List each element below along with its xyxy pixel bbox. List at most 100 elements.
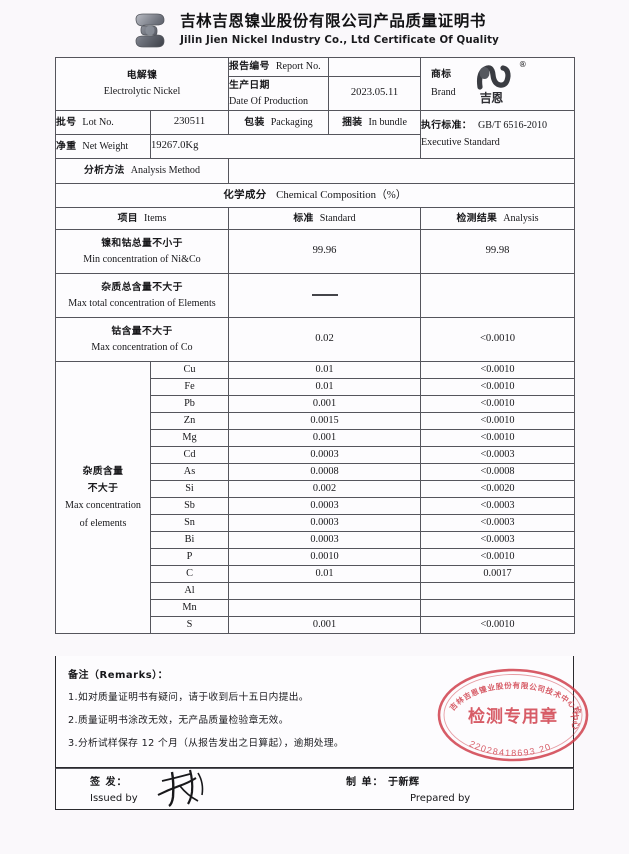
element-analysis: <0.0010 [420, 378, 576, 396]
document-header: 吉林吉恩镍业股份有限公司产品质量证明书 Jilin Jien Nickel In… [0, 6, 629, 54]
major-label-cn-0: 镍和钴总量不小于 [101, 237, 183, 249]
cell-lot-label: 批号 Lot No. [55, 110, 151, 135]
table-row-lot: 批号 Lot No. 230511 包装 Packaging 捆装 [55, 110, 576, 159]
prepared-by-block: 制 单： 于新辉 Prepared by [346, 773, 470, 804]
cell-date-value[interactable]: 2023.05.11 [328, 76, 422, 111]
registered-trademark-icon: ® [518, 60, 527, 69]
element-analysis: <0.0003 [420, 446, 576, 464]
col-standard-en: Standard [319, 212, 356, 224]
date-label-en: Date Of Production [229, 95, 309, 107]
element-name: Cu [149, 361, 230, 379]
cell-net-weight-value[interactable]: 19267.0Kg [149, 134, 422, 159]
dash-placeholder-icon [311, 294, 338, 297]
major-label-cn-1: 杂质总含量不大于 [101, 281, 183, 293]
element-standard: 0.002 [228, 480, 422, 498]
packaging-label-en: Packaging [270, 116, 313, 128]
net-weight-value: 19267.0Kg [151, 140, 199, 152]
cell-major-analysis-1 [420, 273, 576, 318]
composition-band-en: Chemical Composition（%） [276, 189, 407, 202]
col-header-analysis: 检测结果 Analysis [420, 207, 576, 230]
cell-report-no-value[interactable] [328, 57, 422, 77]
cell-executive-standard: 执行标准： GB/T 6516-2010 Executive Standard [420, 110, 576, 159]
col-items-cn: 项目 [117, 212, 138, 224]
col-analysis-cn: 检测结果 [456, 212, 498, 224]
element-standard [228, 599, 422, 617]
col-standard-cn: 标准 [293, 212, 314, 224]
jien-brand-mark-icon [476, 65, 511, 90]
prepared-label-row: 制 单： 于新辉 [346, 773, 470, 788]
brand-label-cn: 商标 [431, 69, 452, 81]
cell-analysis-method-label: 分析方法 Analysis Method [54, 158, 230, 184]
element-standard: 0.0008 [228, 463, 422, 481]
remark-line-1: 1.如对质量证明书有疑问，请于收到后十五日内提出。 [68, 692, 309, 703]
cell-major-analysis-0: 99.98 [420, 229, 576, 274]
table-row-composition-band: 化学成分 Chemical Composition（%） [54, 183, 576, 208]
element-analysis: <0.0010 [420, 361, 576, 379]
major-label-en-0: Min concentration of Ni&Co [83, 253, 201, 265]
document-title-cn: 吉林吉恩镍业股份有限公司产品质量证明书 [180, 12, 486, 31]
cell-major-label-1: 杂质总含量不大于 Max total concentration of Elem… [54, 273, 230, 318]
signature-section: 签 发： Issued by 制 单： 于新辉 Prepared by [55, 768, 574, 810]
report-no-label-en: Report No. [275, 61, 321, 73]
element-analysis: <0.0010 [420, 395, 576, 413]
cell-elements-group-label: 杂质含量 不大于 Max concentration of elements [55, 361, 151, 634]
standard-value: GB/T 6516-2010 [478, 120, 548, 132]
element-name: Sn [149, 514, 230, 532]
cell-analysis-method-value[interactable] [228, 158, 576, 184]
element-analysis: <0.0010 [420, 412, 576, 430]
element-name: Mn [149, 599, 230, 617]
packaging-label-cn: 包装 [244, 116, 265, 128]
handwritten-signature-icon [157, 769, 204, 807]
element-name: Si [149, 480, 230, 498]
major-label-en-1: Max total concentration of Elements [68, 297, 216, 309]
col-header-items: 项目 Items [54, 207, 230, 230]
element-name: Pb [149, 395, 230, 413]
table-row-element: Bi 0.0003 <0.0003 [56, 531, 576, 549]
table-row-major-total-elements: 杂质总含量不大于 Max total concentration of Elem… [54, 273, 576, 318]
date-value: 2023.05.11 [350, 87, 399, 99]
element-standard: 0.0015 [228, 412, 422, 430]
element-name: Zn [149, 412, 230, 430]
element-analysis [420, 599, 576, 617]
cell-lot-value[interactable]: 230511 [149, 110, 230, 135]
date-label-cn: 生产日期 [229, 79, 270, 91]
element-standard: 0.0003 [228, 514, 422, 532]
net-weight-label-cn: 净重 [56, 140, 77, 152]
element-analysis: <0.0003 [420, 531, 576, 549]
element-name: P [149, 548, 230, 566]
element-analysis: <0.0010 [420, 616, 576, 634]
issued-by-block: 签 发： Issued by [90, 773, 138, 804]
table-row-element: 杂质含量 不大于 Max concentration of elements C… [55, 361, 576, 634]
prepared-label-cn: 制 单： [346, 777, 384, 788]
table-row-major-nico: 镍和钴总量不小于 Min concentration of Ni&Co 99.9… [54, 229, 576, 274]
elements-label-en-2: of elements [79, 517, 127, 529]
table-row-element: Sb 0.0003 <0.0003 [56, 497, 576, 515]
product-label-cn: 电解镍 [126, 70, 158, 82]
cell-brand: 商标 Brand ® 吉恩 [420, 57, 576, 111]
element-name: Sb [149, 497, 230, 515]
element-name: Bi [149, 531, 230, 549]
certificate-table: 电解镍 Electrolytic Nickel 报告编号 Report No. [54, 57, 576, 634]
cell-major-label-2: 钴含量不大于 Max concentration of Co [54, 317, 230, 362]
lot-value: 230511 [173, 116, 206, 128]
net-weight-label-en: Net Weight [82, 140, 129, 152]
cell-date-label: 生产日期 Date Of Production [228, 76, 330, 111]
element-analysis: <0.0020 [420, 480, 576, 498]
cell-packaging-value[interactable]: 捆装 In bundle [328, 110, 422, 135]
brand-label-en: Brand [431, 87, 456, 99]
element-analysis: <0.0003 [420, 514, 576, 532]
element-analysis [420, 582, 576, 600]
element-analysis: <0.0010 [420, 429, 576, 447]
standard-label-en: Executive Standard [421, 137, 500, 148]
elements-label-en-1: Max concentration [65, 499, 141, 511]
element-name: C [149, 565, 230, 583]
table-row-element: Sn 0.0003 <0.0003 [56, 514, 576, 532]
major-analysis-2: <0.0010 [479, 333, 516, 345]
cell-composition-band: 化学成分 Chemical Composition（%） [54, 183, 576, 208]
table-row-product: 电解镍 Electrolytic Nickel 报告编号 Report No. [54, 57, 576, 111]
cell-report-no-label: 报告编号 Report No. [228, 57, 330, 77]
major-standard-0: 99.96 [312, 245, 337, 257]
elements-label-cn-2: 不大于 [87, 482, 119, 494]
analysis-method-label-cn: 分析方法 [83, 165, 125, 177]
table-row-major-co: 钴含量不大于 Max concentration of Co 0.02 <0.0… [54, 317, 576, 362]
